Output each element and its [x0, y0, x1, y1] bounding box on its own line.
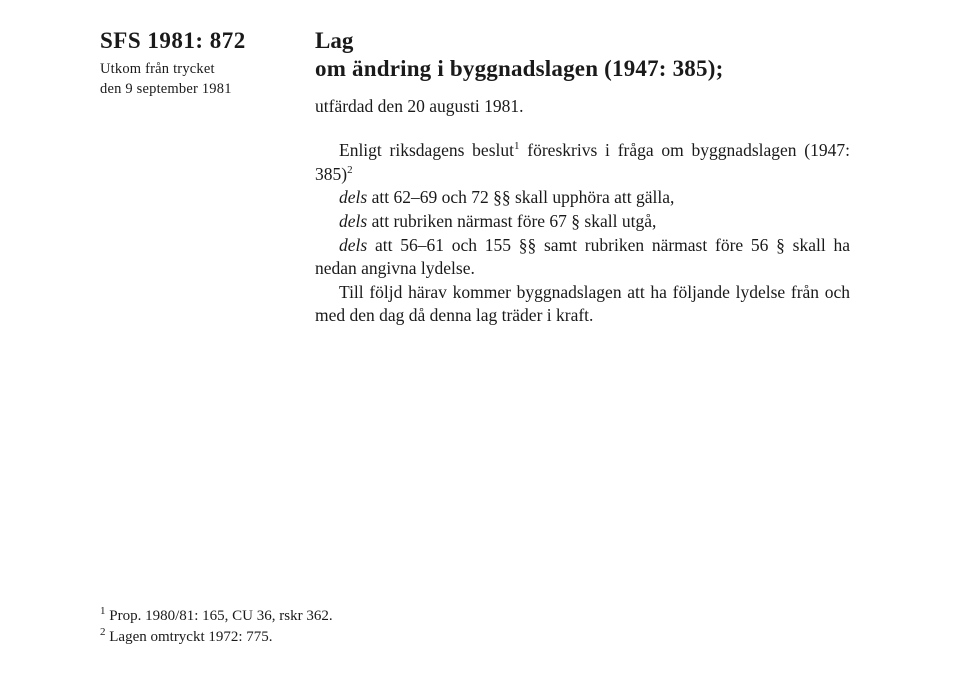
dels-item-1: dels att 62–69 och 72 §§ skall upphöra a… — [315, 186, 850, 210]
intro-text-a: Enligt riksdagens beslut — [339, 140, 514, 160]
publication-note-line1: Utkom från trycket — [100, 60, 315, 80]
publication-note-line2: den 9 september 1981 — [100, 80, 315, 100]
dels-2-text: att rubriken närmast före 67 § skall utg… — [367, 211, 656, 231]
dels-3-text: att 56–61 och 155 §§ samt rubriken närma… — [315, 235, 850, 279]
header-row: SFS 1981: 872 Utkom från trycket den 9 s… — [100, 28, 850, 328]
follow-paragraph: Till följd härav kommer byggnadslagen at… — [315, 281, 850, 328]
issued-date: utfärdad den 20 augusti 1981. — [315, 96, 850, 117]
footnote-2: 2 Lagen omtryckt 1972: 775. — [100, 627, 333, 649]
footnote-1: 1 Prop. 1980/81: 165, CU 36, rskr 362. — [100, 606, 333, 628]
dels-3-italic: dels — [339, 235, 367, 255]
footnote-ref-2: 2 — [347, 164, 353, 176]
law-title: om ändring i byggnadslagen (1947: 385); — [315, 56, 850, 82]
dels-item-3: dels att 56–61 och 155 §§ samt rubriken … — [315, 234, 850, 281]
law-heading: Lag — [315, 28, 850, 54]
sfs-number: SFS 1981: 872 — [100, 28, 315, 54]
dels-1-italic: dels — [339, 187, 367, 207]
footnote-2-text: Lagen omtryckt 1972: 775. — [106, 629, 273, 645]
header-right-column: Lag om ändring i byggnadslagen (1947: 38… — [315, 28, 850, 328]
dels-1-text: att 62–69 och 72 §§ skall upphöra att gä… — [367, 187, 674, 207]
document-page: SFS 1981: 872 Utkom från trycket den 9 s… — [0, 0, 960, 699]
footnotes-block: 1 Prop. 1980/81: 165, CU 36, rskr 362. 2… — [100, 606, 333, 650]
header-left-column: SFS 1981: 872 Utkom från trycket den 9 s… — [100, 28, 315, 99]
footnote-1-text: Prop. 1980/81: 165, CU 36, rskr 362. — [106, 608, 333, 624]
dels-item-2: dels att rubriken närmast före 67 § skal… — [315, 210, 850, 234]
dels-2-italic: dels — [339, 211, 367, 231]
intro-paragraph: Enligt riksdagens beslut1 föreskrivs i f… — [315, 139, 850, 186]
